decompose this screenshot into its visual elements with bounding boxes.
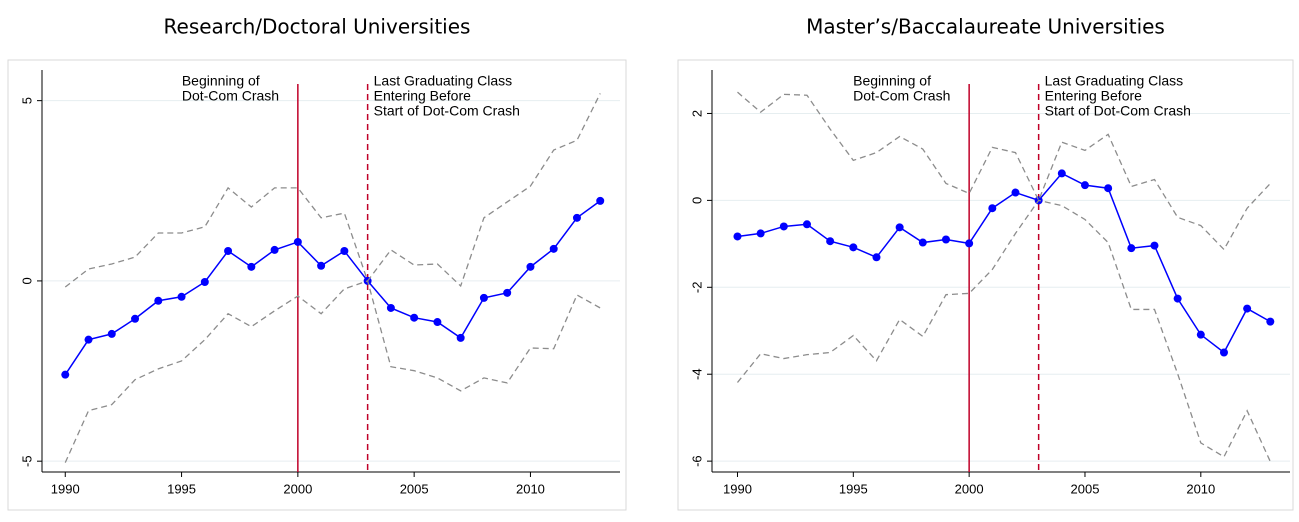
series-line [737,91,1271,251]
data-point [918,238,927,247]
data-point [154,296,163,305]
data-point [503,288,512,297]
data-point [317,261,326,270]
data-point [965,239,974,248]
series-line [737,172,1271,354]
data-point [1173,294,1182,303]
data-point [84,335,93,344]
panel-border [7,59,627,511]
x-tick-label: 2010 [1186,481,1215,496]
data-point [131,314,140,323]
data-point [549,244,558,253]
annotation: Dot-Com Crash [853,88,950,104]
data-point [526,262,535,271]
data-point [386,303,395,312]
annotation: Start of Dot-Com Crash [1045,103,1191,119]
x-tick-label: 1995 [839,481,868,496]
chart-title: Research/Doctoral Universities [164,15,471,39]
x-tick-label: 2000 [955,481,984,496]
x-tick-label: 2000 [283,481,312,496]
annotation: Last Graduating Class [1045,73,1184,89]
data-point [1243,304,1252,313]
annotation: Beginning of [853,73,931,89]
annotation: Last Graduating Class [374,73,513,89]
data-point [802,220,811,229]
chart-title: Master’s/Baccalaureate Universities [806,15,1165,39]
data-point [456,333,465,342]
data-point [340,246,349,255]
data-point [826,237,835,246]
y-tick-label: -5 [19,455,34,467]
data-point [596,196,605,205]
x-tick-label: 1990 [51,481,80,496]
data-point [1080,181,1089,190]
series-line [64,200,601,376]
series-line [736,199,1271,462]
data-point [200,277,209,286]
series-line [64,93,601,288]
annotation: Entering Before [374,88,471,104]
annotation: Dot-Com Crash [182,88,279,104]
data-point [410,313,419,322]
x-tick-label: 1990 [723,481,752,496]
data-point [572,213,581,222]
series-line [64,280,601,463]
x-tick-label: 2010 [516,481,545,496]
data-point [270,245,279,254]
data-point [293,237,302,246]
y-tick-label: -2 [689,282,704,294]
data-point [872,253,881,262]
data-point [756,229,765,238]
data-point [1104,184,1113,193]
data-point [1266,317,1275,326]
data-point [479,293,488,302]
data-point [988,204,997,213]
data-point [1011,188,1020,197]
panel-border [677,59,1294,511]
x-tick-label: 2005 [400,481,429,496]
data-point [433,318,442,327]
y-tick-label: -6 [689,455,704,467]
data-point [1057,169,1066,178]
y-tick-label: -4 [689,368,704,380]
annotation: Beginning of [182,73,260,89]
x-tick-label: 2005 [1071,481,1100,496]
data-point [1196,330,1205,339]
data-point [1150,241,1159,250]
data-point [1127,244,1136,253]
data-point [849,243,858,252]
data-point [733,232,742,241]
data-point [177,292,186,301]
annotation: Start of Dot-Com Crash [374,103,520,119]
data-point [941,235,950,244]
data-point [779,222,788,231]
data-point [247,262,256,271]
y-tick-label: 0 [19,277,34,284]
x-tick-label: 1995 [167,481,196,496]
data-point [224,246,233,255]
y-tick-label: 5 [19,97,34,104]
y-tick-label: 2 [689,110,704,117]
data-point [1219,348,1228,357]
y-tick-label: 0 [689,197,704,204]
annotation: Entering Before [1045,88,1142,104]
data-point [895,223,904,232]
data-point [107,329,116,338]
data-point [61,370,70,379]
